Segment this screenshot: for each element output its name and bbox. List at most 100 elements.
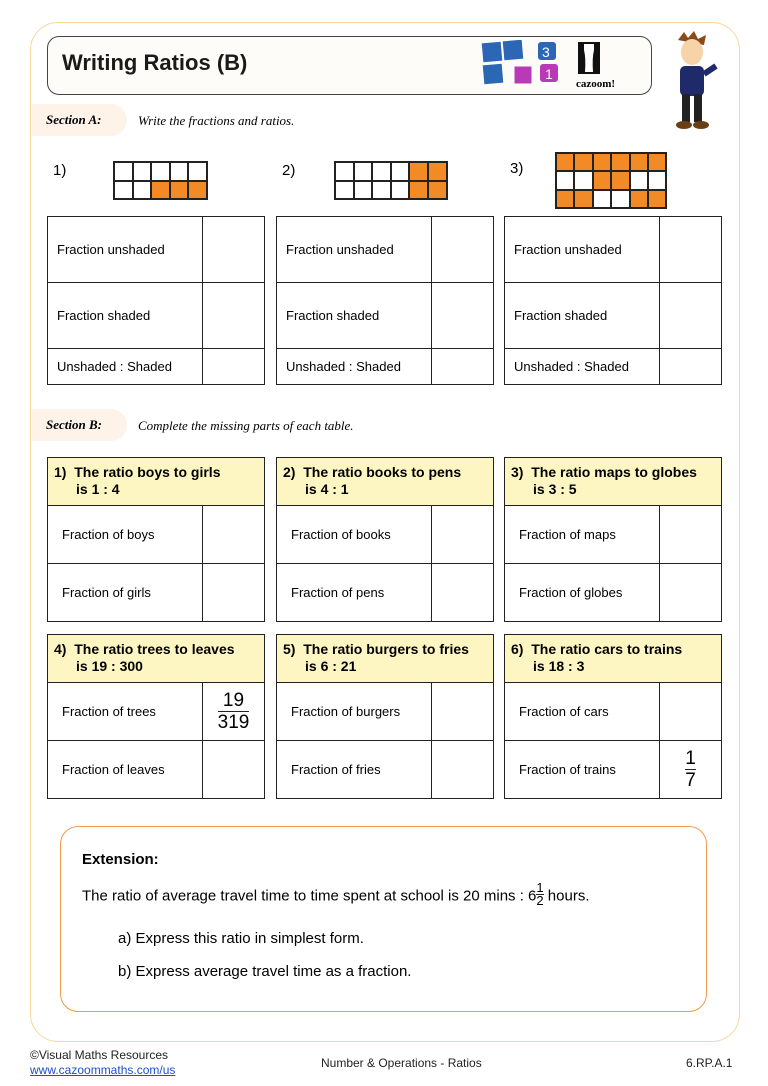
answer-cell[interactable] (659, 505, 722, 564)
unshaded-cell (592, 189, 612, 209)
answer-cell[interactable] (659, 282, 722, 349)
row-label: Fraction shaded (276, 282, 432, 349)
unshaded-cell (335, 162, 354, 181)
table-header: 2) The ratio books to pens is 4 : 1 (276, 457, 494, 506)
unshaded-cell (114, 180, 133, 200)
page-title: Writing Ratios (B) (62, 50, 248, 75)
unshaded-cell (132, 180, 152, 200)
row-label: Fraction of books (276, 505, 432, 564)
answer-cell[interactable] (202, 216, 265, 283)
unshaded-cell (574, 171, 593, 190)
shaded-cell (574, 189, 593, 209)
footer-code: 6.RP.A.1 (686, 1056, 733, 1070)
table-header: 6) The ratio cars to trains is 18 : 3 (504, 634, 722, 683)
answer-cell[interactable] (431, 216, 494, 283)
extension-part-b: b) Express average travel time as a frac… (118, 963, 412, 980)
answer-cell[interactable] (431, 348, 494, 385)
row-label: Fraction of globes (504, 563, 660, 622)
unshaded-cell (132, 162, 152, 181)
answer-cell[interactable] (431, 282, 494, 349)
answer-cell[interactable] (202, 282, 265, 349)
unshaded-cell (390, 162, 410, 181)
answer-cell[interactable] (659, 348, 722, 385)
table-header: 4) The ratio trees to leaves is 19 : 300 (47, 634, 265, 683)
footer-url-link[interactable]: www.cazoommaths.com/us (30, 1063, 176, 1077)
unshaded-cell (169, 162, 189, 181)
shaded-cell (592, 153, 612, 172)
row-label: Fraction of burgers (276, 682, 432, 741)
section-b-label: Section B: (46, 417, 102, 432)
ratio-table: 2) The ratio books to pens is 4 : 1 Fract… (276, 457, 494, 622)
row-label: Fraction of cars (504, 682, 660, 741)
answer-cell[interactable] (659, 216, 722, 283)
unshaded-cell (629, 171, 648, 190)
shaded-cell (592, 171, 612, 190)
answer-cell[interactable] (431, 505, 494, 564)
section-a-tab (32, 104, 127, 136)
answer-cell[interactable] (202, 348, 265, 385)
row-label: Fraction of fries (276, 740, 432, 799)
shaded-cell (427, 180, 447, 200)
footer-copyright: ©Visual Maths Resources (30, 1048, 169, 1062)
answer-cell[interactable]: 19 319 (202, 682, 265, 741)
section-a-instruction: Write the fractions and ratios. (138, 113, 295, 128)
shaded-cell (647, 153, 667, 172)
svg-text:3: 3 (542, 44, 550, 60)
shaded-grid (334, 161, 448, 201)
ratio-table: 5) The ratio burgers to fries is 6 : 21 F… (276, 634, 494, 799)
ratio-table: 4) The ratio trees to leaves is 19 : 300 … (47, 634, 265, 799)
unshaded-cell (335, 180, 354, 200)
answer-cell[interactable] (659, 563, 722, 622)
answer-table: Fraction unshaded Fraction shaded Unshaded… (47, 216, 265, 385)
question-number: 3) (510, 160, 524, 177)
row-label: Fraction of pens (276, 563, 432, 622)
unshaded-cell (372, 162, 391, 181)
unshaded-cell (390, 180, 410, 200)
shaded-grid (555, 152, 668, 210)
answer-cell[interactable] (202, 563, 265, 622)
row-label: Fraction of leaves (47, 740, 203, 799)
answer-cell[interactable] (202, 740, 265, 799)
cazoom-logo: 3 1 cazoom! (480, 40, 615, 90)
row-label: Fraction of boys (47, 505, 203, 564)
unshaded-cell (556, 171, 575, 190)
answer-cell[interactable] (431, 740, 494, 799)
extension-unit: hours. (547, 887, 590, 905)
ratio-table: 3) The ratio maps to globes is 3 : 5 Frac… (504, 457, 722, 622)
extension-text: The ratio of average travel time to time… (82, 887, 537, 905)
svg-text:cazoom!: cazoom! (576, 78, 615, 90)
row-label: Fraction of girls (47, 563, 203, 622)
shaded-cell (556, 189, 575, 209)
answer-cell[interactable] (202, 505, 265, 564)
answer-table: Fraction unshaded Fraction shaded Unshaded… (504, 216, 722, 385)
footer-topic: Number & Operations - Ratios (321, 1056, 482, 1070)
row-label: Fraction of trains (504, 740, 660, 799)
row-label: Unshaded : Shaded (504, 348, 660, 385)
unshaded-cell (353, 180, 373, 200)
unshaded-cell (353, 162, 373, 181)
question-number: 2) (282, 162, 296, 179)
unshaded-cell (151, 162, 170, 181)
answer-cell[interactable] (659, 682, 722, 741)
answer-cell[interactable] (431, 682, 494, 741)
extension-box (60, 826, 707, 1012)
row-label: Fraction shaded (47, 282, 203, 349)
shaded-grid (113, 161, 208, 201)
unshaded-cell (372, 180, 391, 200)
unshaded-cell (188, 162, 207, 181)
table-header: 1) The ratio boys to girls is 1 : 4 (47, 457, 265, 506)
shaded-cell (574, 153, 593, 172)
answer-fraction: 19 319 (217, 690, 250, 733)
question-number: 1) (53, 162, 67, 179)
shaded-cell (151, 180, 170, 200)
shaded-cell (427, 162, 447, 181)
shaded-cell (556, 153, 575, 172)
extension-heading: Extension: (82, 851, 159, 868)
ratio-table: 1) The ratio boys to girls is 1 : 4 Fract… (47, 457, 265, 622)
answer-cell[interactable] (431, 563, 494, 622)
shaded-cell (629, 189, 648, 209)
